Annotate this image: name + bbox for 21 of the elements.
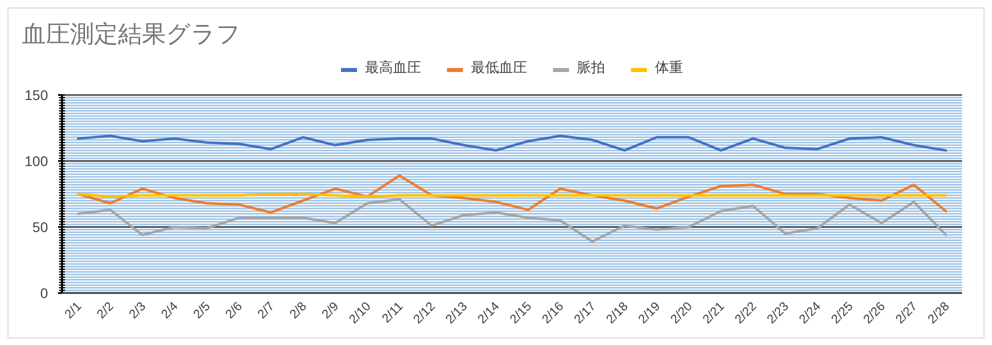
line-series bbox=[76, 198, 948, 243]
y-tick-label: 50 bbox=[32, 219, 48, 235]
x-tick-label: 2/11 bbox=[379, 299, 406, 326]
x-tick-label: 2/6 bbox=[222, 299, 245, 322]
line-series bbox=[76, 134, 948, 152]
legend-label: 体重 bbox=[655, 59, 683, 75]
y-tick-label: 100 bbox=[24, 153, 48, 169]
legend-label: 最低血圧 bbox=[471, 59, 527, 75]
x-tick-label: 2/8 bbox=[286, 299, 310, 322]
x-tick-label: 2/9 bbox=[319, 299, 342, 322]
y-tick-label: 0 bbox=[40, 285, 48, 301]
x-tick-label: 2/7 bbox=[254, 299, 278, 322]
x-tick-label: 2/1 bbox=[62, 299, 84, 322]
legend-label: 最高血圧 bbox=[365, 59, 421, 75]
legend-label: 脈拍 bbox=[577, 59, 605, 75]
x-tick-label: 2/5 bbox=[190, 299, 213, 322]
x-tick-label: 2/3 bbox=[126, 299, 149, 322]
x-tick-label: 2/4 bbox=[158, 299, 181, 322]
x-tick-label: 2/2 bbox=[94, 299, 116, 322]
chart-title: 血圧測定結果グラフ bbox=[22, 21, 241, 48]
y-tick-label: 150 bbox=[24, 87, 48, 103]
